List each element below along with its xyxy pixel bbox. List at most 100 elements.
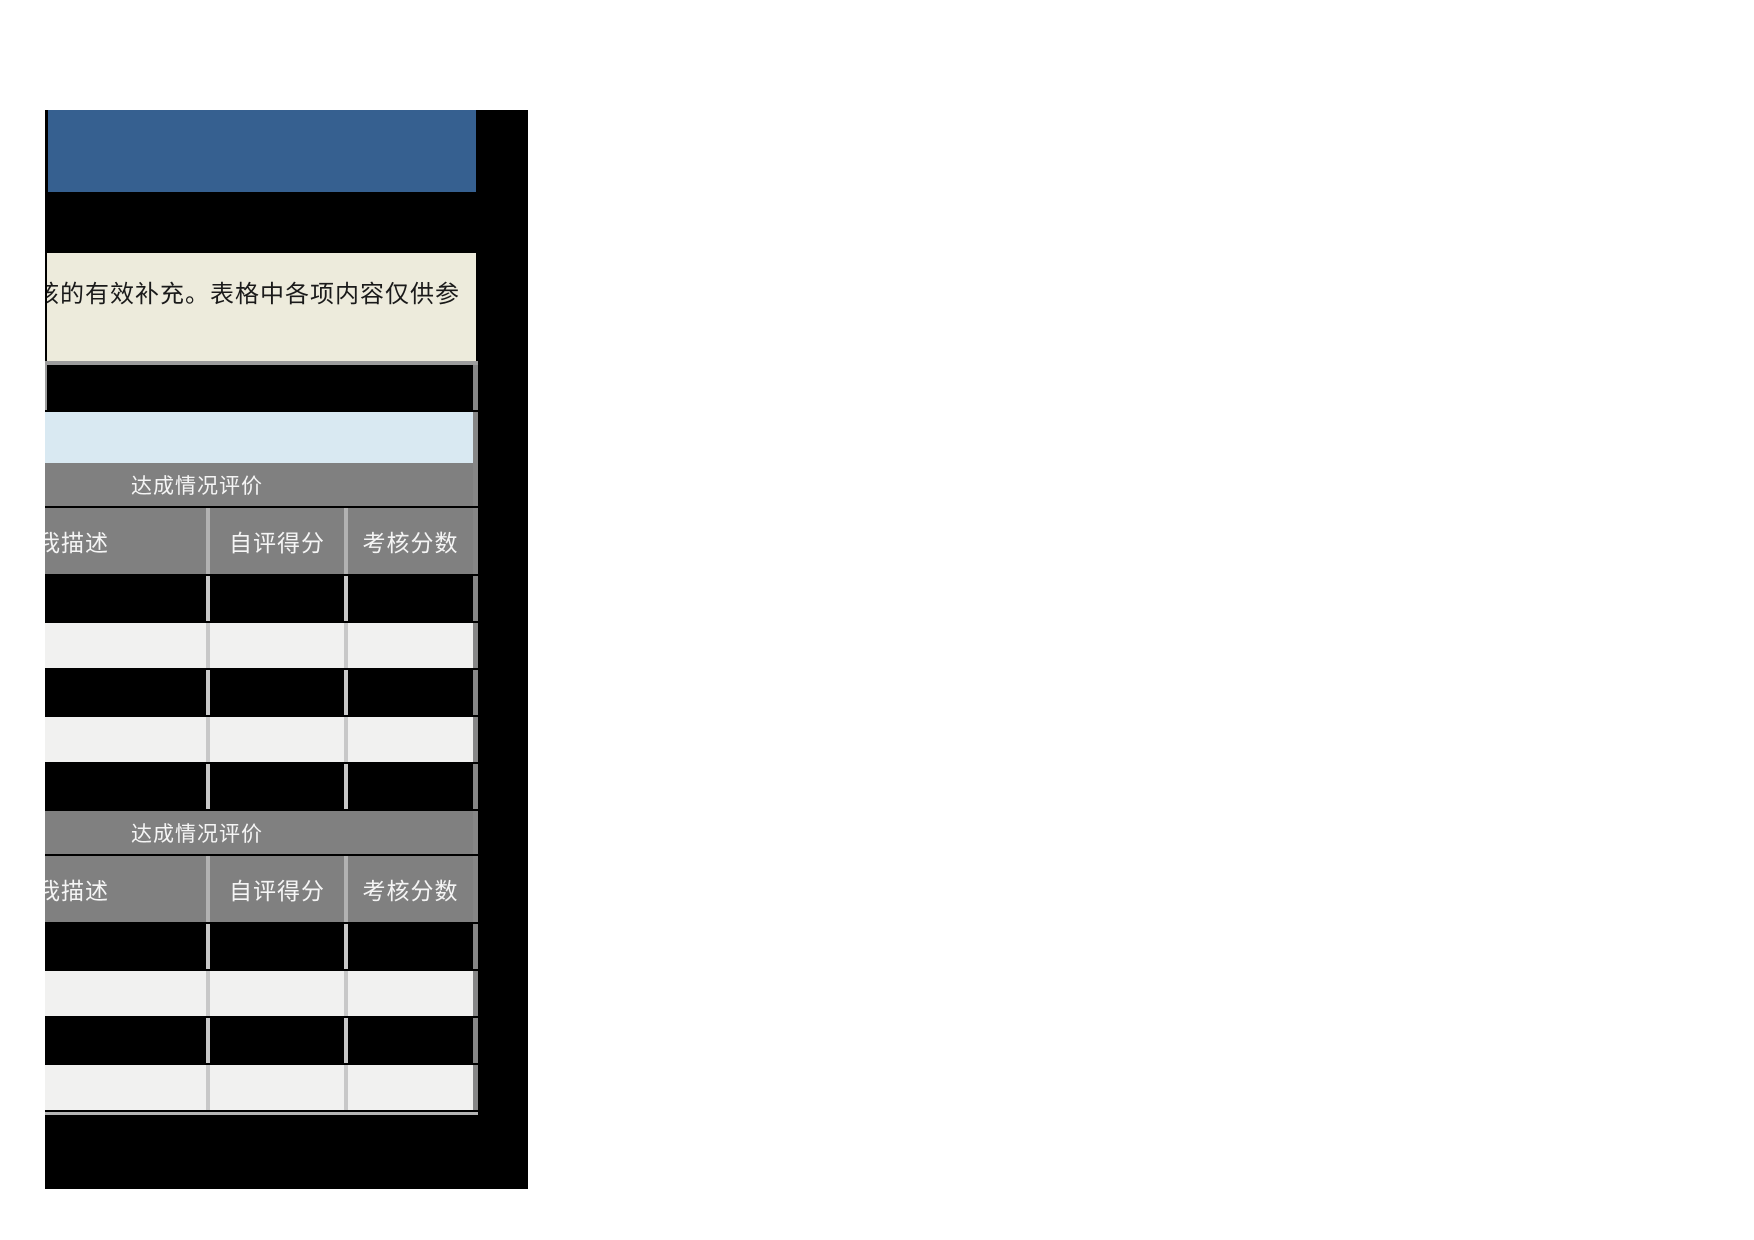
table-right-edge [473, 764, 478, 809]
row-cell-self-score[interactable] [210, 764, 344, 809]
column-divider [344, 856, 348, 922]
row-cell-description[interactable] [45, 717, 206, 762]
section-band-label: 达成情况评价 [131, 473, 263, 498]
row-cell-assess-score[interactable] [348, 670, 473, 715]
column-divider [206, 924, 210, 969]
row-cell-description[interactable] [45, 1018, 206, 1063]
header-cell-self-score[interactable]: 自评得分 [210, 856, 344, 922]
table-row [45, 576, 478, 621]
column-divider [206, 1065, 210, 1110]
table-bottom-border [45, 1112, 478, 1115]
row-cell-self-score[interactable] [210, 1018, 344, 1063]
table-right-edge [473, 623, 478, 668]
row-cell-self-score[interactable] [210, 717, 344, 762]
intro-note-text: 核的有效补充。表格中各项内容仅供参 [47, 277, 460, 311]
column-divider [344, 623, 348, 668]
table-right-edge [473, 576, 478, 621]
row-cell-description[interactable] [45, 670, 206, 715]
table-row [45, 1065, 478, 1110]
header-label-self-score: 自评得分 [229, 879, 325, 905]
evaluation-table: 达成情况评价 我描述 自评得分 考核分数 达成情况评价 我描述 自评得分 考核分数 [45, 361, 478, 1115]
header-cell-assess-score[interactable]: 考核分数 [348, 508, 473, 574]
column-header-row: 我描述 自评得分 考核分数 [45, 856, 478, 922]
column-divider [344, 508, 348, 574]
table-right-edge [473, 971, 478, 1016]
table-left-edge [45, 365, 47, 410]
row-cell-self-score[interactable] [210, 1065, 344, 1110]
table-right-edge [473, 717, 478, 762]
column-divider [206, 717, 210, 762]
table-right-edge [473, 856, 478, 922]
column-divider [344, 717, 348, 762]
title-banner [48, 110, 476, 192]
column-divider [344, 971, 348, 1016]
row-cell-self-score[interactable] [210, 971, 344, 1016]
row-cell-assess-score[interactable] [348, 1065, 473, 1110]
table-row [45, 971, 478, 1016]
header-cell-description[interactable]: 我描述 [45, 508, 206, 574]
row-cell-description[interactable] [45, 576, 206, 621]
column-divider [344, 1065, 348, 1110]
section-band-cell[interactable]: 达成情况评价 [45, 463, 473, 506]
column-divider [206, 670, 210, 715]
table-row [45, 924, 478, 969]
row-cell-self-score[interactable] [210, 576, 344, 621]
row-cell-assess-score[interactable] [348, 924, 473, 969]
header-cell-description[interactable]: 我描述 [45, 856, 206, 922]
section-band-cell[interactable]: 达成情况评价 [45, 811, 473, 854]
table-row-highlight [45, 412, 478, 463]
column-divider [344, 764, 348, 809]
table-right-edge [473, 670, 478, 715]
table-row [45, 1018, 478, 1063]
header-label-description: 我描述 [45, 531, 109, 557]
column-divider [206, 623, 210, 668]
merged-cell-highlight[interactable] [45, 412, 473, 463]
intro-note: 核的有效补充。表格中各项内容仅供参 [47, 253, 476, 361]
row-cell-description[interactable] [45, 971, 206, 1016]
section-band-row: 达成情况评价 [45, 463, 478, 506]
row-cell-assess-score[interactable] [348, 576, 473, 621]
table-right-edge [473, 463, 478, 506]
table-top-border [45, 361, 478, 365]
row-cell-description[interactable] [45, 623, 206, 668]
column-divider [206, 764, 210, 809]
column-header-row: 我描述 自评得分 考核分数 [45, 508, 478, 574]
column-divider [206, 971, 210, 1016]
row-cell-assess-score[interactable] [348, 971, 473, 1016]
table-right-edge [473, 1018, 478, 1063]
intro-text: 的有效补充。表格中各项内容仅供参 [60, 280, 460, 308]
column-divider [344, 670, 348, 715]
column-divider [206, 856, 210, 922]
row-cell-assess-score[interactable] [348, 764, 473, 809]
merged-cell-redacted[interactable] [47, 365, 473, 410]
row-cell-description[interactable] [45, 1065, 206, 1110]
column-divider [344, 924, 348, 969]
table-right-edge [473, 412, 478, 463]
row-cell-assess-score[interactable] [348, 623, 473, 668]
row-cell-self-score[interactable] [210, 623, 344, 668]
row-cell-assess-score[interactable] [348, 1018, 473, 1063]
table-row [45, 670, 478, 715]
header-label-assess-score: 考核分数 [362, 879, 459, 905]
header-label-self-score: 自评得分 [229, 531, 325, 557]
header-cell-self-score[interactable]: 自评得分 [210, 508, 344, 574]
row-cell-self-score[interactable] [210, 670, 344, 715]
table-row-merged-dark [45, 365, 478, 410]
section-band-row: 达成情况评价 [45, 811, 478, 854]
row-cell-description[interactable] [45, 924, 206, 969]
table-right-edge [473, 1065, 478, 1110]
table-right-edge [473, 811, 478, 854]
header-cell-assess-score[interactable]: 考核分数 [348, 856, 473, 922]
column-divider [206, 576, 210, 621]
section-band-label: 达成情况评价 [131, 821, 263, 846]
column-divider [206, 508, 210, 574]
column-divider [344, 576, 348, 621]
row-cell-self-score[interactable] [210, 924, 344, 969]
intro-partial-char: 核 [47, 280, 60, 308]
row-cell-description[interactable] [45, 764, 206, 809]
table-right-edge [473, 924, 478, 969]
row-cell-assess-score[interactable] [348, 717, 473, 762]
table-row [45, 764, 478, 809]
table-right-edge [473, 365, 478, 410]
document-viewport: 核的有效补充。表格中各项内容仅供参 达成情况评价我描述自评得分考核分数达成情况评… [45, 110, 528, 1189]
